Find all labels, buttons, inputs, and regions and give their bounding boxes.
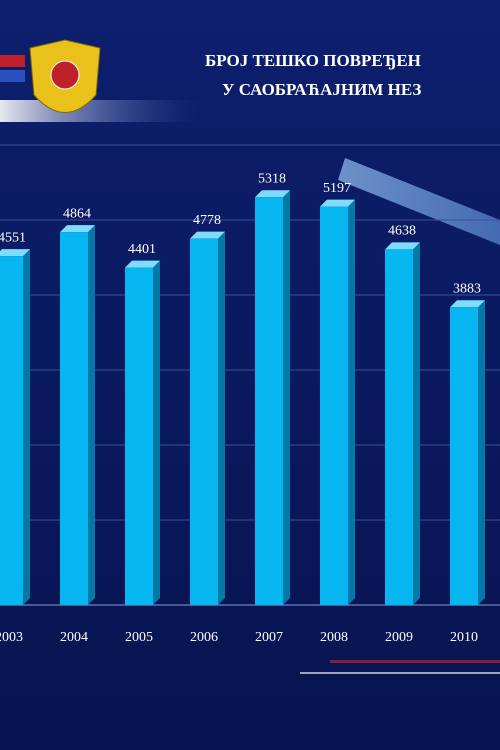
- bar-side: [283, 190, 290, 605]
- decor: [300, 672, 500, 674]
- x-tick-label: 2003: [0, 630, 23, 645]
- bar-top: [450, 300, 485, 308]
- bar: [255, 197, 283, 605]
- trend-arrow: [338, 158, 500, 245]
- x-tick-label: 2007: [255, 630, 283, 645]
- bar: [0, 256, 23, 605]
- bar: [450, 307, 478, 605]
- bar-side: [88, 225, 95, 606]
- chart-title: БРОЈ ТЕШКО ПОВРЕЂЕН: [205, 51, 421, 70]
- value-label: 5318: [258, 172, 286, 187]
- bar-top: [385, 242, 420, 250]
- x-tick-label: 2009: [385, 630, 413, 645]
- bar-top: [0, 249, 30, 257]
- value-label: 4401: [128, 242, 156, 257]
- bar: [60, 232, 88, 606]
- bar-top: [320, 199, 355, 207]
- stripe: [0, 70, 25, 82]
- bar-top: [190, 231, 225, 239]
- bar-side: [413, 242, 420, 606]
- bar: [190, 238, 218, 606]
- value-label: 5197: [323, 181, 351, 196]
- stripe: [0, 55, 25, 67]
- value-label: 3883: [453, 282, 481, 297]
- value-label: 4778: [193, 213, 221, 228]
- bar-side: [478, 300, 485, 605]
- value-label: 4551: [0, 230, 26, 245]
- bar-side: [153, 260, 160, 605]
- value-label: 4864: [63, 206, 91, 221]
- value-label: 4638: [388, 224, 416, 239]
- bar-side: [348, 199, 355, 605]
- bar: [125, 267, 153, 605]
- decor: [330, 660, 500, 663]
- bar: [385, 249, 413, 606]
- x-tick-label: 2006: [190, 630, 218, 645]
- bar-top: [60, 225, 95, 233]
- chart-title: У САОБРАЋАЈНИМ НЕЗ: [222, 80, 421, 99]
- stripe: [0, 100, 200, 122]
- bar: [320, 206, 348, 605]
- bar-top: [255, 190, 290, 198]
- x-tick-label: 2008: [320, 630, 348, 645]
- x-tick-label: 2005: [125, 630, 153, 645]
- bar-top: [125, 260, 160, 268]
- bar-side: [218, 231, 225, 606]
- x-tick-label: 2004: [60, 630, 88, 645]
- x-tick-label: 2010: [450, 630, 478, 645]
- logo: [50, 60, 80, 90]
- bar-side: [23, 249, 30, 605]
